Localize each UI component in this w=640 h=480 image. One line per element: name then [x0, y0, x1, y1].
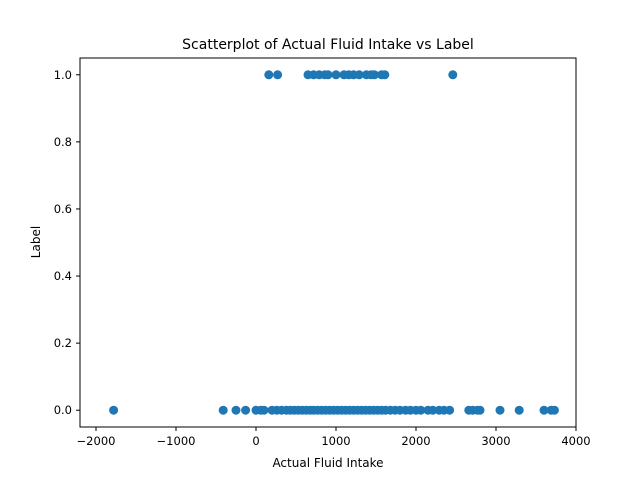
data-point — [416, 405, 426, 415]
y-axis-ticks: 0.0 0.2 0.4 0.6 0.8 1.0 — [54, 68, 80, 417]
y-tick-label: 0.6 — [54, 202, 72, 216]
x-tick-label: 2000 — [401, 434, 430, 448]
points-layer — [109, 70, 559, 415]
x-axis-label: Actual Fluid Intake — [272, 456, 383, 470]
y-tick-label: 0.0 — [54, 403, 72, 417]
data-point — [354, 70, 364, 80]
data-point — [264, 70, 274, 80]
data-point — [495, 405, 505, 415]
data-point — [549, 405, 559, 415]
data-point — [445, 405, 455, 415]
y-tick-label: 0.4 — [54, 269, 72, 283]
data-point — [231, 405, 241, 415]
data-point — [448, 70, 458, 80]
x-tick-label: 1000 — [321, 434, 350, 448]
data-point — [428, 405, 438, 415]
y-tick-label: 0.2 — [54, 336, 72, 350]
plot-frame — [79, 57, 577, 428]
y-tick-label: 1.0 — [54, 68, 72, 82]
data-point — [369, 70, 379, 80]
data-point — [539, 405, 549, 415]
data-point — [323, 70, 333, 80]
data-point — [514, 405, 524, 415]
x-tick-label: 0 — [252, 434, 259, 448]
x-tick-label: −2000 — [77, 434, 116, 448]
y-tick-label: 0.8 — [54, 135, 72, 149]
data-point — [273, 70, 283, 80]
data-point — [331, 70, 341, 80]
y-axis-label: Label — [29, 226, 43, 258]
data-point — [259, 405, 269, 415]
data-point — [218, 405, 228, 415]
x-axis-ticks: −2000 −1000 0 1000 2000 3000 4000 — [77, 427, 591, 448]
data-point — [109, 405, 119, 415]
x-tick-label: 3000 — [481, 434, 510, 448]
x-tick-label: 4000 — [561, 434, 590, 448]
x-tick-label: −1000 — [157, 434, 196, 448]
data-point — [475, 405, 485, 415]
data-point — [241, 405, 251, 415]
chart-title: Scatterplot of Actual Fluid Intake vs La… — [182, 37, 474, 53]
data-point — [380, 70, 390, 80]
